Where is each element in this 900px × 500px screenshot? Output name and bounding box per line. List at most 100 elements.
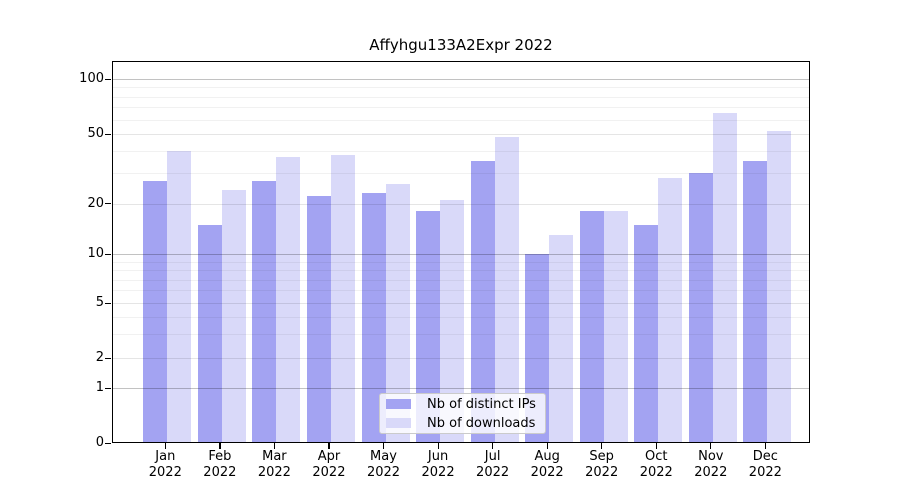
x-tick-year: 2022 [748, 464, 782, 480]
x-tick-year: 2022 [203, 464, 237, 480]
bar-distinct-ips [197, 224, 222, 444]
y-tick-label: 10 [87, 246, 104, 262]
y-grid-line [112, 203, 810, 205]
x-tick-year: 2022 [639, 464, 673, 480]
bar-downloads [330, 154, 355, 444]
x-tick-year: 2022 [421, 464, 455, 480]
y-tick-label: 2 [95, 350, 104, 366]
y-tick-label: 50 [87, 126, 104, 141]
bar-distinct-ips [743, 161, 768, 444]
x-tick-month: Mar [262, 449, 287, 464]
y-grid-minor [112, 261, 810, 263]
x-tick-month: Aug [534, 449, 560, 464]
x-tick-mark [492, 443, 494, 450]
bar-downloads [658, 178, 683, 444]
x-tick-label: Dec 2022 [735, 449, 795, 480]
legend-item-downloads: Nb of downloads [380, 414, 545, 433]
bar-downloads [167, 150, 192, 444]
x-tick-mark [764, 443, 767, 450]
y-tick-label: 100 [79, 71, 104, 86]
x-tick-year: 2022 [694, 464, 728, 480]
legend: Nb of distinct IPs Nb of downloads [379, 393, 546, 434]
x-tick-mark [546, 443, 548, 450]
x-tick-month: Sep [589, 449, 614, 464]
y-grid-minor [112, 316, 810, 318]
x-tick-mark [164, 443, 166, 450]
legend-swatch-downloads [386, 418, 411, 428]
x-tick-mark [328, 443, 330, 450]
y-tick-mark [105, 357, 111, 359]
y-grid-line [112, 79, 810, 80]
x-tick-mark [383, 443, 385, 450]
bar-downloads [221, 189, 246, 444]
bar-distinct-ips [634, 224, 659, 444]
y-grid-minor [112, 150, 810, 152]
bar-downloads [276, 156, 301, 444]
x-tick-mark [437, 443, 439, 450]
y-grid-line [112, 358, 810, 360]
bar-downloads [767, 130, 792, 444]
x-tick-label: Jan 2022 [135, 449, 195, 480]
x-tick-month: Oct [645, 449, 668, 464]
x-tick-year: 2022 [312, 464, 346, 480]
y-grid-minor [112, 172, 810, 174]
x-tick-label: Mar 2022 [244, 449, 304, 480]
bar-distinct-ips [252, 180, 277, 444]
x-tick-month: Jun [427, 449, 449, 464]
x-tick-label: Jul 2022 [463, 449, 523, 480]
x-tick-label: May 2022 [354, 449, 414, 480]
bar-distinct-ips [306, 196, 331, 444]
y-grid-minor [112, 290, 810, 292]
x-tick-month: Feb [208, 449, 232, 464]
x-tick-year: 2022 [530, 464, 564, 480]
bar-downloads [712, 113, 737, 444]
legend-label-distinct-ips: Nb of distinct IPs [427, 396, 536, 412]
y-tick-mark [105, 442, 111, 445]
bar-distinct-ips [688, 172, 713, 444]
y-tick-label: 1 [95, 380, 104, 396]
x-tick-label: Nov 2022 [681, 449, 741, 480]
x-tick-year: 2022 [148, 464, 182, 480]
bar-downloads [603, 211, 628, 444]
x-tick-year: 2022 [257, 464, 291, 480]
y-tick-mark [105, 133, 111, 135]
y-tick-label: 20 [87, 195, 104, 211]
legend-label-downloads: Nb of downloads [427, 415, 536, 431]
x-tick-month: Nov [698, 449, 724, 464]
y-grid-line [112, 254, 810, 256]
x-tick-label: Feb 2022 [190, 449, 250, 480]
y-grid-minor [112, 96, 810, 98]
y-grid-minor [112, 270, 810, 272]
y-tick-mark [105, 302, 111, 304]
x-tick-month: Jul [484, 449, 501, 464]
x-tick-mark [710, 443, 712, 450]
legend-item-distinct-ips: Nb of distinct IPs [380, 395, 545, 414]
x-tick-mark [273, 443, 276, 450]
y-tick-mark [105, 78, 111, 80]
y-tick-mark [105, 203, 111, 205]
x-tick-mark [219, 443, 221, 450]
y-grid-line [112, 303, 810, 305]
x-tick-month: Jan [155, 449, 176, 464]
bar-distinct-ips [143, 180, 168, 444]
y-grid-line [112, 134, 810, 135]
y-grid-minor [112, 107, 810, 109]
y-grid-minor [112, 87, 810, 89]
y-grid-minor [112, 279, 810, 281]
x-tick-month: Apr [317, 449, 341, 464]
x-tick-year: 2022 [476, 464, 510, 480]
y-grid-minor [112, 333, 810, 335]
y-tick-mark [105, 253, 111, 256]
x-tick-label: Apr 2022 [299, 449, 359, 480]
x-tick-year: 2022 [585, 464, 619, 480]
x-tick-month: May [370, 449, 397, 464]
y-grid-minor [112, 119, 810, 121]
x-tick-label: Jun 2022 [408, 449, 468, 480]
x-tick-month: Dec [752, 449, 778, 464]
chart-title: Affyhgu133A2Expr 2022 [369, 36, 553, 54]
x-tick-mark [655, 443, 657, 450]
plot-area [112, 61, 810, 444]
legend-swatch-distinct-ips [386, 399, 411, 409]
x-tick-label: Oct 2022 [626, 449, 686, 480]
